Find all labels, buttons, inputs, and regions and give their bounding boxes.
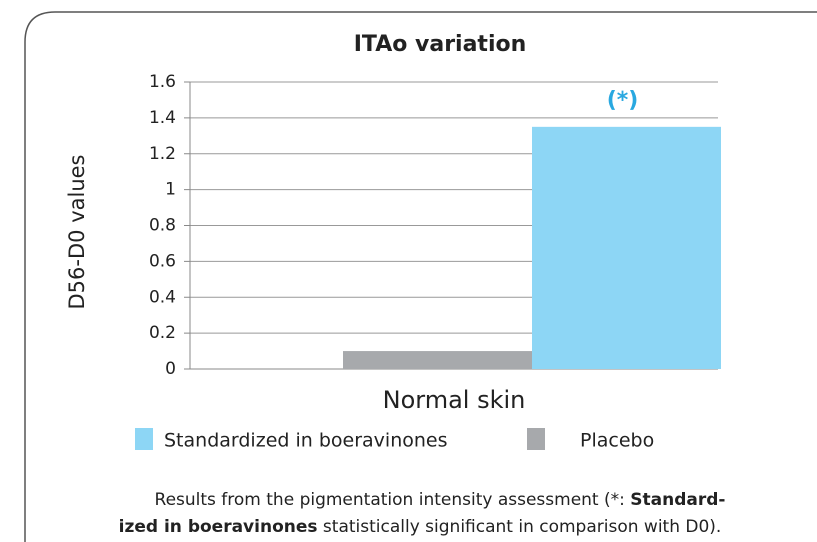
chart-title: ITAo variation	[354, 32, 527, 57]
caption-line-1: Results from the pigmentation intensity …	[155, 490, 726, 510]
y-tick-label: 0.8	[149, 216, 176, 236]
bar	[532, 126, 721, 369]
caption-text: statistically significant in comparison …	[318, 517, 722, 537]
caption-bold: Standard-	[630, 490, 725, 510]
caption-line-2: ized in boeravinones statistically signi…	[119, 517, 722, 537]
y-tick-label: 0	[165, 359, 176, 379]
annotation: (*)	[607, 88, 639, 113]
caption-text: Results from the pigmentation intensity …	[155, 490, 631, 510]
frame	[24, 11, 817, 542]
bar	[343, 351, 532, 369]
y-tick-label: 0.4	[149, 287, 176, 307]
y-tick-label: 1	[165, 180, 176, 200]
caption-bold: ized in boeravinones	[119, 517, 318, 537]
y-tick-label: 1.6	[149, 72, 176, 92]
y-tick-label: 1.2	[149, 144, 176, 164]
x-tick-label: Normal skin	[383, 386, 526, 414]
legend-swatch	[135, 428, 153, 450]
legend-label: Standardized in boeravinones	[164, 430, 448, 452]
y-tick-label: 0.2	[149, 323, 176, 343]
legend-label: Placebo	[580, 430, 654, 452]
legend-swatch	[527, 428, 545, 450]
y-axis-label: D56-D0 values	[65, 155, 89, 310]
y-tick-label: 1.4	[149, 108, 176, 128]
y-tick-label: 0.6	[149, 251, 176, 271]
